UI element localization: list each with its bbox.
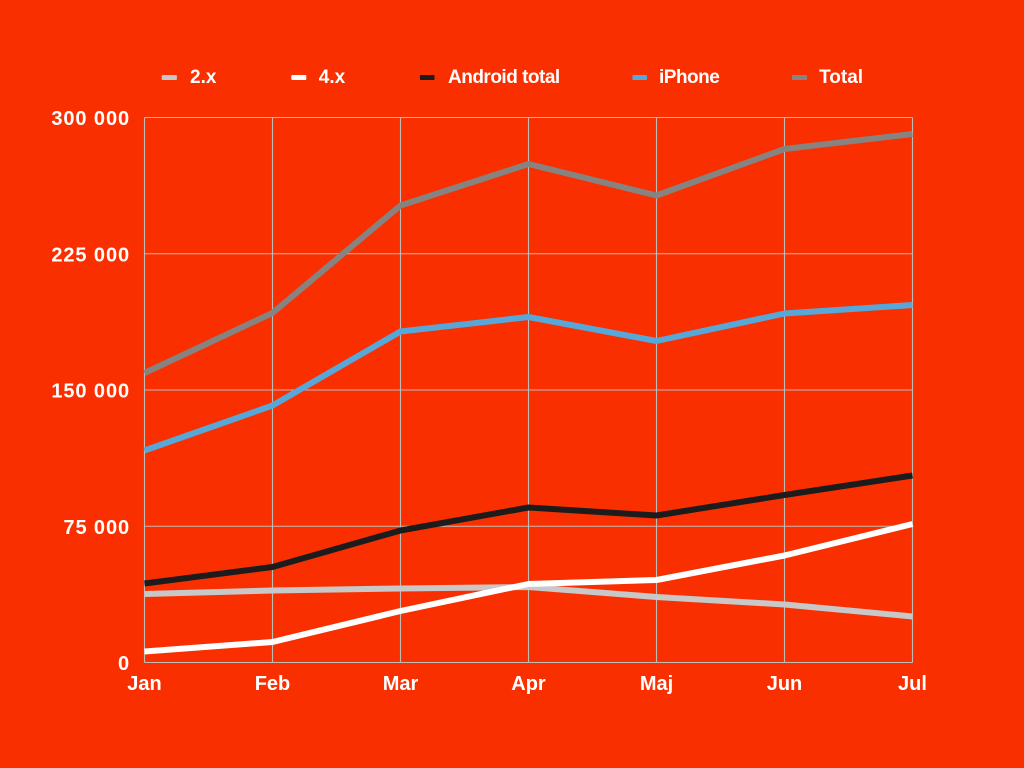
svg-text:4.x: 4.x <box>319 67 346 88</box>
svg-text:225 000: 225 000 <box>51 244 130 266</box>
svg-text:Jul: Jul <box>898 673 927 695</box>
svg-text:300 000: 300 000 <box>51 108 130 130</box>
svg-text:Feb: Feb <box>255 673 291 695</box>
svg-text:2.x: 2.x <box>190 67 217 88</box>
svg-text:iPhone: iPhone <box>659 67 719 88</box>
svg-text:Apr: Apr <box>511 673 546 695</box>
svg-text:Jun: Jun <box>767 673 803 695</box>
svg-text:Android total: Android total <box>448 67 560 88</box>
svg-text:Maj: Maj <box>640 673 673 695</box>
svg-text:Mar: Mar <box>383 673 419 695</box>
svg-text:Total: Total <box>819 67 863 88</box>
svg-text:150 000: 150 000 <box>51 381 130 403</box>
svg-text:75 000: 75 000 <box>63 517 130 539</box>
svg-text:0: 0 <box>118 653 130 675</box>
svg-text:Jan: Jan <box>127 673 161 695</box>
